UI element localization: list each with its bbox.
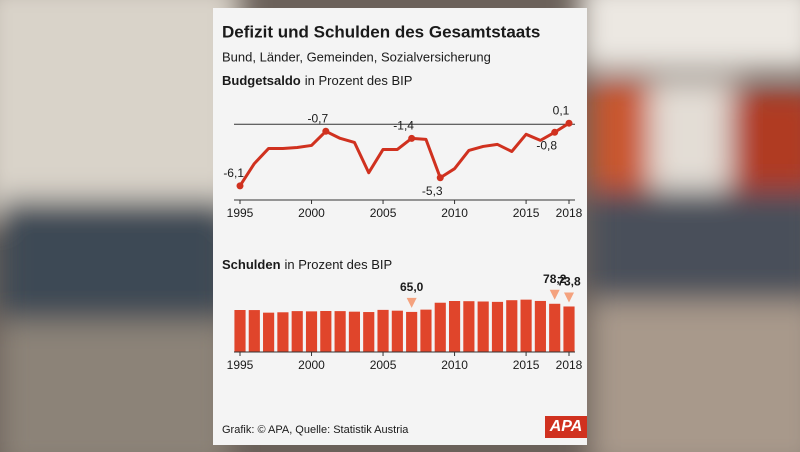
chart-title-rest: in Prozent des BIP xyxy=(305,73,413,88)
value-label: 0,1 xyxy=(553,103,570,117)
chart-title: Schulden in Prozent des BIP xyxy=(222,257,392,272)
bar xyxy=(305,311,318,352)
bar xyxy=(348,311,361,352)
chart-title: Budgetsaldo in Prozent des BIP xyxy=(222,73,412,88)
bar xyxy=(463,301,475,352)
value-label: -0,7 xyxy=(307,111,328,125)
x-tick-label: 2000 xyxy=(298,206,325,220)
bar xyxy=(563,306,575,352)
bar xyxy=(291,311,303,352)
point xyxy=(565,119,573,127)
bar xyxy=(506,300,518,352)
value-label: 78,2 xyxy=(543,272,567,286)
chart-title-bold: Budgetsaldo xyxy=(222,73,301,88)
bar xyxy=(277,312,289,352)
x-tick-label: 2005 xyxy=(370,206,397,220)
x-tick-label: 2018 xyxy=(556,358,583,372)
marker xyxy=(549,289,560,300)
bar xyxy=(320,310,332,352)
bar xyxy=(420,309,432,352)
point xyxy=(322,127,330,135)
bar xyxy=(534,300,546,352)
logo-box xyxy=(545,416,587,438)
bar xyxy=(363,312,375,352)
bar xyxy=(549,303,561,352)
subtitle: Bund, Länder, Gemeinden, Sozialversicher… xyxy=(222,49,491,64)
x-tick-label: 2015 xyxy=(513,358,540,372)
x-tick-label: 1995 xyxy=(227,358,254,372)
bar xyxy=(448,301,461,352)
value-label: -5,3 xyxy=(422,184,443,198)
card xyxy=(213,8,587,445)
point xyxy=(551,128,559,136)
value-label: -6,1 xyxy=(223,166,244,180)
source: Grafik: © APA, Quelle: Statistik Austria xyxy=(222,424,409,436)
bar xyxy=(334,311,346,352)
x-tick-label: 2000 xyxy=(298,358,325,372)
x-tick-label: 2010 xyxy=(441,358,468,372)
chart-title-rest: in Prozent des BIP xyxy=(285,257,393,272)
value-label: 65,0 xyxy=(400,280,424,294)
bar xyxy=(434,302,446,352)
bar xyxy=(520,299,532,352)
marker xyxy=(406,297,417,308)
chart-title-bold: Schulden xyxy=(222,257,281,272)
bar xyxy=(406,311,418,352)
logo: APA xyxy=(549,418,583,435)
line xyxy=(238,121,570,187)
point xyxy=(436,174,444,182)
x-tick-label: 2018 xyxy=(556,206,583,220)
point xyxy=(408,134,416,142)
value-label: -1,4 xyxy=(393,119,414,133)
x-tick-label: 1995 xyxy=(227,206,254,220)
x-tick-label: 2015 xyxy=(513,206,540,220)
x-tick-label: 2005 xyxy=(370,358,397,372)
bar xyxy=(377,309,389,352)
bar xyxy=(263,312,275,352)
bar xyxy=(248,310,260,352)
bar xyxy=(391,310,403,352)
value-label: 73,8 xyxy=(557,275,581,289)
point xyxy=(236,182,244,190)
marker xyxy=(564,292,574,303)
bar xyxy=(477,301,489,352)
bar xyxy=(491,301,504,352)
value-label: -0,8 xyxy=(536,138,557,152)
x-tick-label: 2010 xyxy=(441,206,468,220)
bar xyxy=(234,310,246,352)
title: Defizit und Schulden des Gesamtstaats xyxy=(222,22,540,41)
